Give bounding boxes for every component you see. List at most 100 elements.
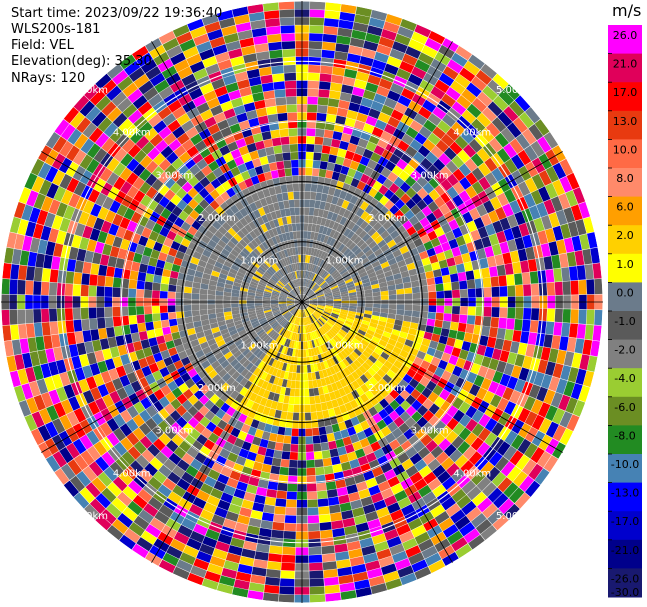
velocity-gate: [504, 189, 516, 203]
velocity-gate: [337, 27, 353, 38]
velocity-gate: [126, 158, 140, 172]
velocity-gate: [308, 316, 312, 324]
velocity-gate: [384, 528, 399, 541]
velocity-gate: [346, 202, 355, 212]
velocity-gate: [355, 377, 365, 387]
velocity-gate: [324, 10, 340, 20]
velocity-gate: [380, 426, 392, 437]
velocity-gate: [59, 371, 71, 387]
velocity-gate: [317, 296, 325, 300]
velocity-gate: [302, 299, 310, 302]
velocity-gate: [240, 368, 249, 377]
velocity-gate: [226, 376, 236, 386]
velocity-gate: [234, 71, 249, 82]
velocity-gate: [492, 220, 504, 234]
colorbar-tick-label: -17.0: [611, 515, 639, 528]
velocity-gate: [358, 342, 367, 350]
velocity-gate: [344, 402, 353, 412]
velocity-gate: [217, 239, 227, 249]
velocity-gate: [306, 325, 310, 333]
velocity-gate: [406, 241, 416, 251]
velocity-gate: [250, 281, 259, 287]
velocity-gate: [534, 468, 550, 485]
velocity-gate: [443, 443, 457, 457]
velocity-gate: [158, 504, 174, 518]
velocity-gate: [190, 133, 203, 146]
velocity-gate: [363, 313, 372, 319]
velocity-gate: [117, 97, 133, 113]
velocity-gate: [490, 196, 502, 210]
velocity-gate: [220, 67, 235, 78]
velocity-gate: [345, 345, 354, 354]
velocity-gate: [368, 134, 381, 145]
velocity-gate: [400, 326, 410, 334]
velocity-gate: [310, 184, 318, 192]
velocity-gate: [380, 308, 389, 314]
velocity-gate: [308, 64, 321, 73]
velocity-gate: [158, 342, 168, 352]
velocity-gate: [363, 224, 373, 233]
velocity-gate: [214, 351, 224, 360]
velocity-gate: [359, 437, 370, 448]
velocity-gate: [244, 380, 253, 390]
velocity-gate: [379, 398, 390, 409]
velocity-gate: [382, 374, 392, 384]
velocity-gate: [389, 543, 405, 556]
velocity-gate: [64, 283, 73, 296]
velocity-gate: [470, 229, 481, 241]
velocity-gate: [329, 256, 336, 265]
velocity-gate: [514, 378, 526, 393]
velocity-gate: [109, 200, 121, 214]
velocity-gate: [228, 545, 243, 556]
velocity-gate: [283, 538, 296, 548]
velocity-gate: [328, 98, 340, 108]
velocity-gate: [514, 237, 525, 250]
velocity-gate: [306, 316, 310, 325]
velocity-gate: [63, 480, 79, 497]
velocity-gate: [45, 166, 59, 183]
velocity-gate: [417, 446, 431, 459]
velocity-gate: [271, 529, 284, 539]
velocity-gate: [148, 257, 158, 267]
velocity-gate: [394, 405, 406, 417]
velocity-gate: [394, 199, 405, 210]
velocity-gate: [187, 226, 198, 236]
velocity-gate: [203, 153, 215, 165]
velocity-gate: [336, 35, 351, 45]
velocity-gate: [263, 504, 275, 514]
velocity-gate: [291, 159, 299, 168]
velocity-gate: [324, 576, 339, 586]
velocity-gate: [205, 333, 215, 342]
velocity-gate: [251, 566, 267, 577]
velocity-gate: [332, 221, 340, 231]
velocity-gate: [255, 295, 263, 299]
instrument-label: WLS200s-181: [11, 22, 101, 37]
velocity-gate: [302, 302, 310, 304]
velocity-gate: [264, 311, 273, 316]
velocity-gate: [94, 241, 105, 254]
velocity-gate: [192, 344, 202, 353]
velocity-gate: [263, 294, 271, 298]
velocity-gate: [263, 592, 279, 602]
velocity-gate: [267, 391, 275, 401]
velocity-gate: [332, 463, 343, 473]
velocity-gate: [81, 319, 90, 331]
velocity-gate: [331, 423, 340, 433]
velocity-gate: [223, 311, 232, 317]
velocity-gate: [357, 138, 369, 149]
velocity-gate: [486, 122, 501, 138]
velocity-gate: [392, 220, 403, 230]
velocity-gate: [164, 427, 177, 440]
velocity-gate: [82, 225, 93, 239]
velocity-gate: [426, 380, 437, 392]
velocity-gate: [241, 335, 250, 343]
velocity-gate: [262, 389, 271, 399]
velocity-gate: [235, 201, 244, 211]
velocity-gate: [344, 117, 356, 128]
velocity-gate: [332, 307, 341, 312]
velocity-gate: [476, 476, 492, 492]
velocity-gate: [302, 300, 310, 302]
velocity-gate: [130, 360, 141, 372]
velocity-gate: [316, 411, 324, 420]
velocity-gate: [381, 295, 389, 300]
